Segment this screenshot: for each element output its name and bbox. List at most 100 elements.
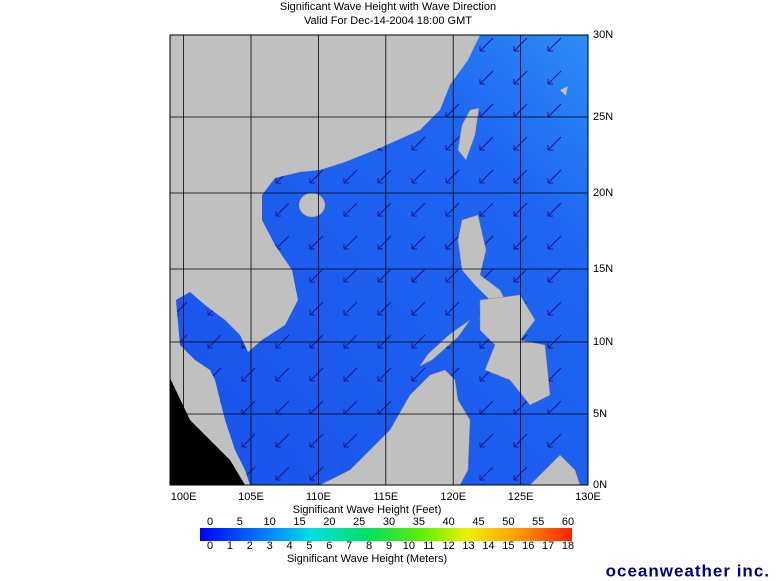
wave-arrow xyxy=(275,433,290,448)
wave-arrow xyxy=(445,235,460,250)
wave-arrow xyxy=(445,268,460,283)
wave-arrow xyxy=(411,169,426,184)
wave-arrow xyxy=(343,268,358,283)
wave-arrow xyxy=(309,301,324,316)
feet-tick-label: 25 xyxy=(353,516,365,528)
wave-arrow xyxy=(411,235,426,250)
lon-label: 130E xyxy=(575,491,601,503)
feet-tick-label: 40 xyxy=(443,516,455,528)
wave-arrow xyxy=(309,235,324,250)
wave-arrow xyxy=(547,70,562,85)
wave-arrow xyxy=(411,268,426,283)
wave-arrow xyxy=(547,136,562,151)
wave-arrow xyxy=(309,334,324,349)
feet-tick-label: 0 xyxy=(207,516,213,528)
wave-arrow xyxy=(445,202,460,217)
lat-label: 10N xyxy=(593,336,613,348)
wave-arrow xyxy=(411,136,426,151)
wave-arrow xyxy=(343,301,358,316)
lon-label: 125E xyxy=(508,491,534,503)
wave-arrow xyxy=(547,433,562,448)
meters-tick-label: 10 xyxy=(403,540,415,552)
wave-arrow xyxy=(343,202,358,217)
map xyxy=(169,34,589,486)
wave-arrow xyxy=(547,268,562,283)
wave-arrow xyxy=(445,136,460,151)
palawan xyxy=(419,319,471,367)
feet-tick-label: 10 xyxy=(264,516,276,528)
feet-tick-label: 60 xyxy=(562,516,574,528)
borneo xyxy=(319,369,471,486)
wave-arrow xyxy=(309,268,324,283)
wave-arrow xyxy=(479,202,494,217)
wave-arrow xyxy=(479,37,494,52)
meters-tick-label: 18 xyxy=(562,540,574,552)
meters-tick-label: 17 xyxy=(542,540,554,552)
lat-label: 20N xyxy=(593,187,613,199)
title: Significant Wave Height with Wave Direct… xyxy=(280,1,496,13)
wave-arrow xyxy=(479,466,494,481)
meters-tick-label: 12 xyxy=(443,540,455,552)
wave-arrow xyxy=(411,334,426,349)
meters-tick-label: 0 xyxy=(207,540,213,552)
wave-arrow xyxy=(241,367,256,382)
feet-label: Significant Wave Height (Feet) xyxy=(293,504,442,516)
logo: oceanweather inc. xyxy=(606,561,770,580)
wave-arrow xyxy=(479,169,494,184)
wave-arrow xyxy=(377,202,392,217)
meters-tick-label: 7 xyxy=(346,540,352,552)
meters-tick-label: 8 xyxy=(366,540,372,552)
lat-label: 5N xyxy=(593,408,607,420)
grid xyxy=(170,35,588,485)
meters-tick-label: 13 xyxy=(462,540,474,552)
taiwan xyxy=(457,107,480,161)
lon-label: 115E xyxy=(373,491,398,503)
lat-label: 30N xyxy=(593,29,613,41)
wave-arrow xyxy=(343,169,358,184)
lon-label: 105E xyxy=(238,491,264,503)
wave-arrow xyxy=(411,301,426,316)
meters-tick-label: 4 xyxy=(286,540,292,552)
wave-arrow xyxy=(547,202,562,217)
wave-arrow xyxy=(275,466,290,481)
meters-tick-label: 16 xyxy=(522,540,534,552)
feet-tick-label: 30 xyxy=(383,516,395,528)
meters-tick-label: 15 xyxy=(502,540,514,552)
wave-arrow xyxy=(343,235,358,250)
islands xyxy=(298,85,581,486)
wave-arrow xyxy=(411,367,426,382)
hainan xyxy=(298,192,326,218)
wave-arrow xyxy=(377,235,392,250)
wave-arrow xyxy=(479,136,494,151)
sea xyxy=(176,35,588,485)
wave-arrow xyxy=(207,334,222,349)
wave-arrow xyxy=(309,466,324,481)
wave-arrow xyxy=(377,301,392,316)
feet-tick-label: 50 xyxy=(502,516,514,528)
lat-label: 25N xyxy=(593,111,613,123)
wave-arrow xyxy=(445,301,460,316)
wave-arrow xyxy=(377,367,392,382)
meters-tick-label: 1 xyxy=(227,540,233,552)
feet-tick-label: 55 xyxy=(532,516,544,528)
wave-arrow xyxy=(377,334,392,349)
wave-arrow xyxy=(343,367,358,382)
mindanao xyxy=(479,294,551,406)
islet xyxy=(559,85,569,97)
wave-arrow xyxy=(479,70,494,85)
lat-label: 0N xyxy=(593,479,607,491)
wave-arrow xyxy=(241,433,256,448)
meters-tick-label: 11 xyxy=(423,540,434,552)
lon-label: 120E xyxy=(440,491,466,503)
wave-arrow xyxy=(377,268,392,283)
wave-arrow xyxy=(547,169,562,184)
meters-tick-label: 2 xyxy=(247,540,253,552)
feet-tick-label: 20 xyxy=(323,516,335,528)
feet-tick-label: 5 xyxy=(237,516,243,528)
map-frame xyxy=(169,34,589,486)
colorbar xyxy=(200,528,572,541)
subtitle: Valid For Dec-14-2004 18:00 GMT xyxy=(304,15,472,27)
lat-label: 15N xyxy=(593,263,613,275)
wave-arrow xyxy=(547,37,562,52)
